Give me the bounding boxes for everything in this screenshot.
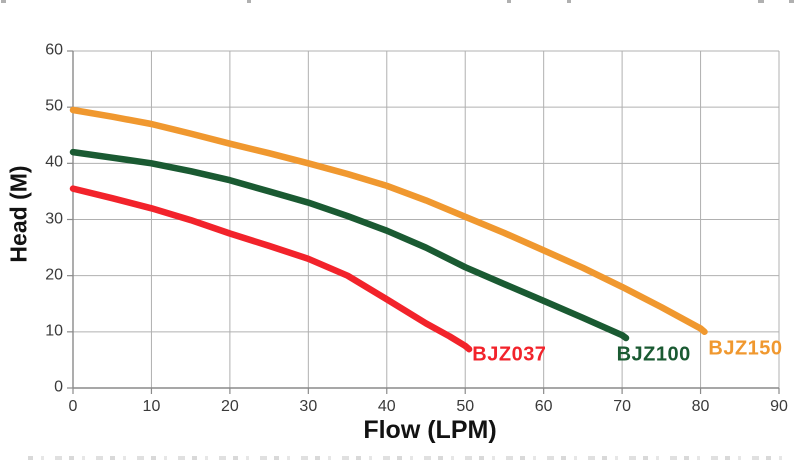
- edge-artifact-top: [567, 0, 571, 3]
- edge-artifact-top: [507, 0, 511, 3]
- x-tick-label: 20: [220, 398, 239, 415]
- x-axis-title: Flow (LPM): [363, 416, 497, 444]
- x-tick-label: 0: [68, 398, 78, 415]
- series-label-bjz100: BJZ100: [616, 343, 691, 366]
- edge-artifact-bottom: [28, 456, 792, 460]
- series-label-bjz037: BJZ037: [472, 343, 547, 366]
- x-tick-label: 90: [770, 398, 788, 415]
- y-tick-label: 0: [54, 378, 63, 396]
- edge-artifact-top: [247, 0, 251, 3]
- x-tick-label: 50: [456, 398, 475, 415]
- y-tick-label: 40: [45, 153, 63, 171]
- y-tick-label: 60: [45, 41, 63, 59]
- x-tick-label: 80: [691, 398, 710, 415]
- x-tick-label: 10: [142, 398, 161, 415]
- y-tick-label: 50: [45, 97, 63, 115]
- x-tick-label: 30: [299, 398, 318, 415]
- series-label-bjz150: BJZ150: [708, 337, 783, 360]
- curve-bjz100: [69, 148, 630, 342]
- curve-bjz037: [69, 185, 473, 353]
- curve-bjz150: [69, 106, 708, 336]
- x-tick-label: 60: [534, 398, 553, 415]
- edge-artifact-top: [789, 0, 794, 3]
- edge-artifact-top: [1, 0, 6, 3]
- y-tick-label: 20: [45, 266, 63, 284]
- edge-artifact-top: [758, 0, 764, 3]
- y-tick-label: 30: [45, 210, 63, 228]
- x-tick-label: 40: [377, 398, 396, 415]
- y-axis-title: Head (M): [5, 165, 32, 263]
- x-tick-label: 70: [613, 398, 632, 415]
- y-tick-label: 10: [45, 322, 63, 340]
